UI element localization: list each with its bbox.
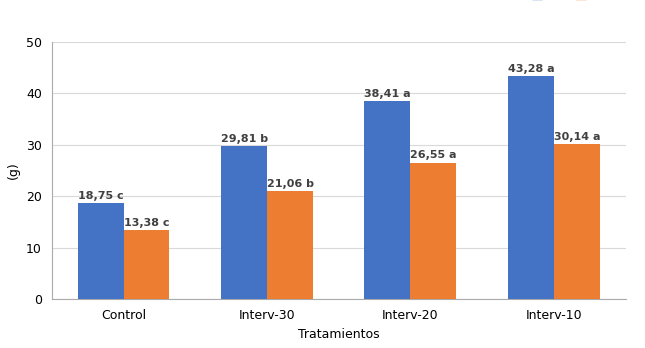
Y-axis label: (g): (g) (7, 161, 21, 180)
Text: 38,41 a: 38,41 a (364, 89, 411, 100)
Legend: PLP, PSP: PLP, PSP (527, 0, 619, 7)
Bar (553, 144, 600, 299)
Text: 43,28 a: 43,28 a (508, 64, 555, 74)
X-axis label: Tratamientos: Tratamientos (298, 327, 379, 341)
Text: 21,06 b: 21,06 b (267, 179, 314, 189)
Bar (221, 146, 267, 299)
Bar (267, 191, 313, 299)
Bar (124, 230, 170, 299)
Text: 13,38 c: 13,38 c (124, 218, 169, 228)
Text: 18,75 c: 18,75 c (77, 191, 123, 201)
Bar (508, 76, 553, 299)
Bar (77, 203, 124, 299)
Bar (364, 102, 410, 299)
Text: 29,81 b: 29,81 b (221, 134, 268, 144)
Text: 26,55 a: 26,55 a (410, 150, 457, 160)
Text: 30,14 a: 30,14 a (553, 132, 600, 142)
Bar (410, 163, 456, 299)
